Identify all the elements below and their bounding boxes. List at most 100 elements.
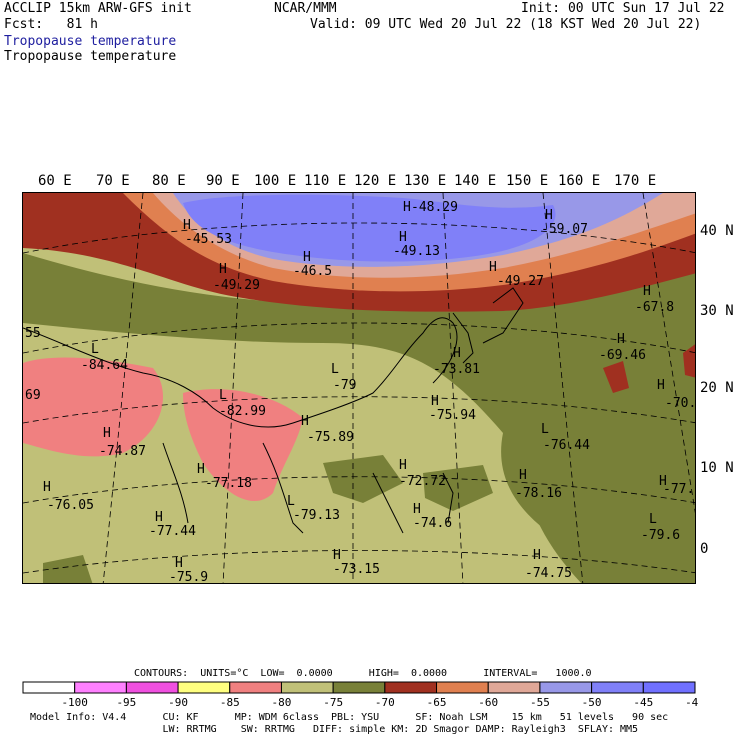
colorbar-swatch [487,681,541,694]
lon-label: 90 E [206,173,240,189]
model-info-line-1: Model Info: V4.4 CU: KF MP: WDM 6class P… [30,712,669,723]
map-annotation-value: -70.0 [665,396,696,411]
map-annotation-value: -45.53 [185,232,232,247]
field-title-contour: Tropopause temperature [4,49,177,64]
colorbar-tick-label: -80 [272,696,292,709]
map-annotation-value: -76.44 [543,438,590,453]
contours-info: CONTOURS: UNITS=°C LOW= 0.0000 HIGH= 0.0… [134,668,592,679]
init-time: Init: 00 UTC Sun 17 Jul 22 [521,1,725,16]
map-annotation: H [333,548,341,563]
colorbar-tick-label: -40 [685,696,698,709]
lon-label: 120 E [354,173,396,189]
colorbar-tick-label: -95 [116,696,136,709]
map-annotation: H [301,414,309,429]
lon-label: 150 E [506,173,548,189]
map-annotation: H [489,260,497,275]
colorbar-tick-label: -90 [168,696,188,709]
colorbar-swatch [591,681,644,694]
map-annotation-value: -46.5 [293,264,333,279]
lat-label: 40 N [700,223,734,239]
colorbar-swatch [74,681,127,694]
lon-label: 170 E [614,173,656,189]
model-info-line-2: LW: RRTMG SW: RRTMG DIFF: simple KM: 2D … [30,724,639,735]
map-annotation: H [659,474,667,489]
map-annotation: H [399,458,407,473]
map-canvas [23,193,695,583]
map-annotation-value: -74.87 [99,444,146,459]
lon-label: 130 E [404,173,446,189]
map-annotation-value: -75.89 [307,430,354,445]
map-annotation: H [413,502,421,517]
map-annotation-value: -77. [663,482,695,497]
map-annotation-value: -78.16 [515,486,562,501]
map-annotation: H [453,346,461,361]
map-annotation-value: -75.94 [429,408,476,423]
field-salmon-india [23,357,163,457]
map-annotation-value: -69.46 [599,348,646,363]
center-title: NCAR/MMM [274,1,337,16]
map-annotation-value: -72.72 [399,474,446,489]
map-annotation-value: -79 [333,378,357,393]
colorbar-tick-label: -45 [633,696,653,709]
colorbar-tick-label: -75 [323,696,343,709]
lon-label: 70 E [96,173,130,189]
colorbar-swatch [642,681,696,694]
colorbar-swatch [436,681,489,694]
colorbar-tick-label: -55 [530,696,550,709]
map-annotation: H [155,510,163,525]
map-annotation: H [643,284,651,299]
map-annotation-value: -74.6 [413,516,453,531]
map-annotation-value: -73.81 [433,362,480,377]
map-annotation: H [519,468,527,483]
map-annotation: H [175,556,183,571]
field-title-shaded: Tropopause temperature [4,34,177,49]
field-olive-blotch [323,455,403,503]
map-annotation: H [403,200,411,215]
colorbar-tick-label: -60 [478,696,498,709]
field-dark-red-spot [683,344,695,378]
map-annotation-value: -49.29 [213,278,260,293]
map-annotation-value: -75.9 [169,570,209,584]
map-grid [23,193,695,583]
map-annotation: H [399,230,407,245]
map-annotation: L [219,388,227,403]
map-annotation: L [649,512,657,527]
lat-label: 30 N [700,303,734,319]
coastlines [23,287,524,534]
lon-label: 60 E [38,173,72,189]
map-annotation-value: -59.07 [541,222,588,237]
map-annotation-value: -49.27 [497,274,544,289]
map-annotation: H [103,426,111,441]
model-title: ACCLIP 15km ARW-GFS init [4,1,192,16]
map-annotation: H [43,480,51,495]
map-annotation: H [617,332,625,347]
map-annotation: H [657,378,665,393]
map-annotation-value: -77.44 [149,524,196,539]
colorbar: -100 -95 -90 -85 -80 -75 -70 -65 -60 -55 -50 -45 -40… [22,681,698,709]
field-olive-blotch [43,555,93,583]
colorbar-swatch [229,681,282,694]
map-annotation-value: -73.15 [333,562,380,577]
lon-label: 110 E [304,173,346,189]
colorbar-swatch [280,681,334,694]
colorbar-swatch [539,681,593,694]
field-salmon-indochina [183,389,303,502]
lat-label: 20 N [700,380,734,396]
forecast-hour: Fcst: 81 h [4,17,98,32]
valid-time: Valid: 09 UTC Wed 20 Jul 22 (18 KST Wed … [310,17,702,32]
latitude-labels: 40 N 30 N 20 N 10 N 0 [700,223,734,557]
lon-label: 160 E [558,173,600,189]
field-dark-olive-pacific [513,343,695,583]
colorbar-tick-label: -85 [220,696,240,709]
map-annotation: H [197,462,205,477]
map-annotation-value: 55 [25,326,41,341]
map-annotation: H [303,250,311,265]
map-annotation-value: -49.13 [393,244,440,259]
lat-label: 0 [700,541,708,557]
map-annotation: L [287,494,295,509]
map-annotation-value: -48.29 [411,200,458,215]
map-annotation: H [431,394,439,409]
map-annotation-value: -77.18 [205,476,252,491]
map-panel: H -45.53 H -46.5 H -48.29 H -49.13 H -49… [22,192,696,584]
colorbar-tick-label: -65 [427,696,447,709]
